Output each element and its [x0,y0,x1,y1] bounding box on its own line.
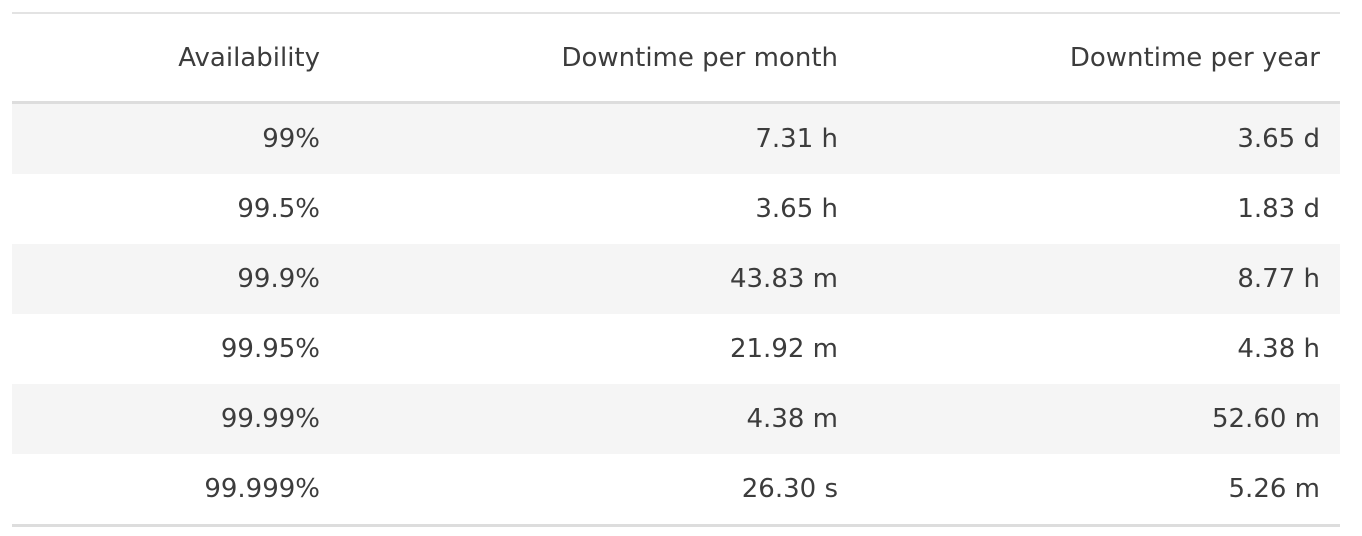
cell-downtime-month: 43.83 m [729,264,838,294]
cell-downtime-month: 7.31 h [755,124,838,154]
cell-downtime-month: 4.38 m [746,404,838,434]
table-row: 99% 7.31 h 3.65 d [12,102,1340,174]
table-row: 99.95% 21.92 m 4.38 h [12,314,1340,384]
availability-table-container: Availability Downtime per month Downtime… [12,12,1340,527]
table-body: 99% 7.31 h 3.65 d 99.5% 3.65 h 1.83 d 99… [12,102,1340,526]
cell-availability: 99.95% [220,334,320,364]
table-row: 99.999% 26.30 s 5.26 m [12,454,1340,526]
cell-availability: 99.99% [220,404,320,434]
availability-table: Availability Downtime per month Downtime… [12,12,1340,527]
table-row: 99.9% 43.83 m 8.77 h [12,244,1340,314]
table-row: 99.5% 3.65 h 1.83 d [12,174,1340,244]
cell-downtime-year: 5.26 m [1228,474,1320,504]
cell-downtime-year: 8.77 h [1237,264,1320,294]
cell-downtime-year: 52.60 m [1211,404,1320,434]
cell-downtime-year: 3.65 d [1237,124,1320,154]
cell-availability: 99.9% [237,264,320,294]
cell-availability: 99.999% [204,474,320,504]
header-row: Availability Downtime per month Downtime… [12,13,1340,103]
cell-downtime-year: 1.83 d [1237,194,1320,224]
header-availability: Availability [178,42,320,73]
header-downtime-per-year: Downtime per year [1069,42,1320,73]
cell-downtime-month: 26.30 s [741,474,838,504]
cell-availability: 99% [262,124,320,154]
table-header: Availability Downtime per month Downtime… [12,13,1340,103]
header-downtime-per-month: Downtime per month [561,42,838,73]
table-row: 99.99% 4.38 m 52.60 m [12,384,1340,454]
cell-downtime-month: 21.92 m [729,334,838,364]
cell-downtime-month: 3.65 h [755,194,838,224]
cell-downtime-year: 4.38 h [1237,334,1320,364]
cell-availability: 99.5% [237,194,320,224]
